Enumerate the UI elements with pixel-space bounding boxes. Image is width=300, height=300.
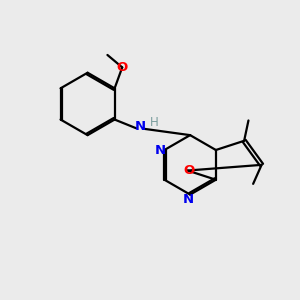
Text: H: H [149, 116, 158, 129]
Text: N: N [154, 143, 166, 157]
Text: N: N [183, 193, 194, 206]
Text: O: O [184, 164, 195, 177]
Text: N: N [134, 120, 146, 133]
Text: O: O [117, 61, 128, 74]
